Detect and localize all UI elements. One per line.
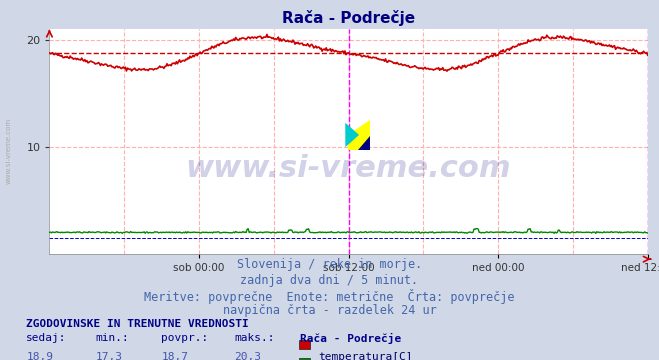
Polygon shape <box>358 136 370 150</box>
Text: Rača - Podrečje: Rača - Podrečje <box>300 333 401 344</box>
Polygon shape <box>348 120 370 150</box>
Text: www.si-vreme.com: www.si-vreme.com <box>186 154 511 183</box>
Text: www.si-vreme.com: www.si-vreme.com <box>5 118 11 184</box>
Text: 18,9: 18,9 <box>26 352 53 360</box>
Text: zadnja dva dni / 5 minut.: zadnja dva dni / 5 minut. <box>241 274 418 287</box>
Text: 17,3: 17,3 <box>96 352 123 360</box>
Text: Meritve: povprečne  Enote: metrične  Črta: povprečje: Meritve: povprečne Enote: metrične Črta:… <box>144 289 515 304</box>
Text: min.:: min.: <box>96 333 129 343</box>
Text: Slovenija / reke in morje.: Slovenija / reke in morje. <box>237 258 422 271</box>
Text: sedaj:: sedaj: <box>26 333 67 343</box>
Title: Rača - Podrečje: Rača - Podrečje <box>282 10 415 26</box>
Polygon shape <box>345 123 359 147</box>
Text: ZGODOVINSKE IN TRENUTNE VREDNOSTI: ZGODOVINSKE IN TRENUTNE VREDNOSTI <box>26 319 249 329</box>
Text: maks.:: maks.: <box>234 333 274 343</box>
Text: navpična črta - razdelek 24 ur: navpična črta - razdelek 24 ur <box>223 304 436 317</box>
Text: temperatura[C]: temperatura[C] <box>318 352 413 360</box>
Bar <box>299 358 310 360</box>
Text: 20,3: 20,3 <box>234 352 261 360</box>
Bar <box>299 339 310 349</box>
Text: povpr.:: povpr.: <box>161 333 209 343</box>
Text: 18,7: 18,7 <box>161 352 188 360</box>
